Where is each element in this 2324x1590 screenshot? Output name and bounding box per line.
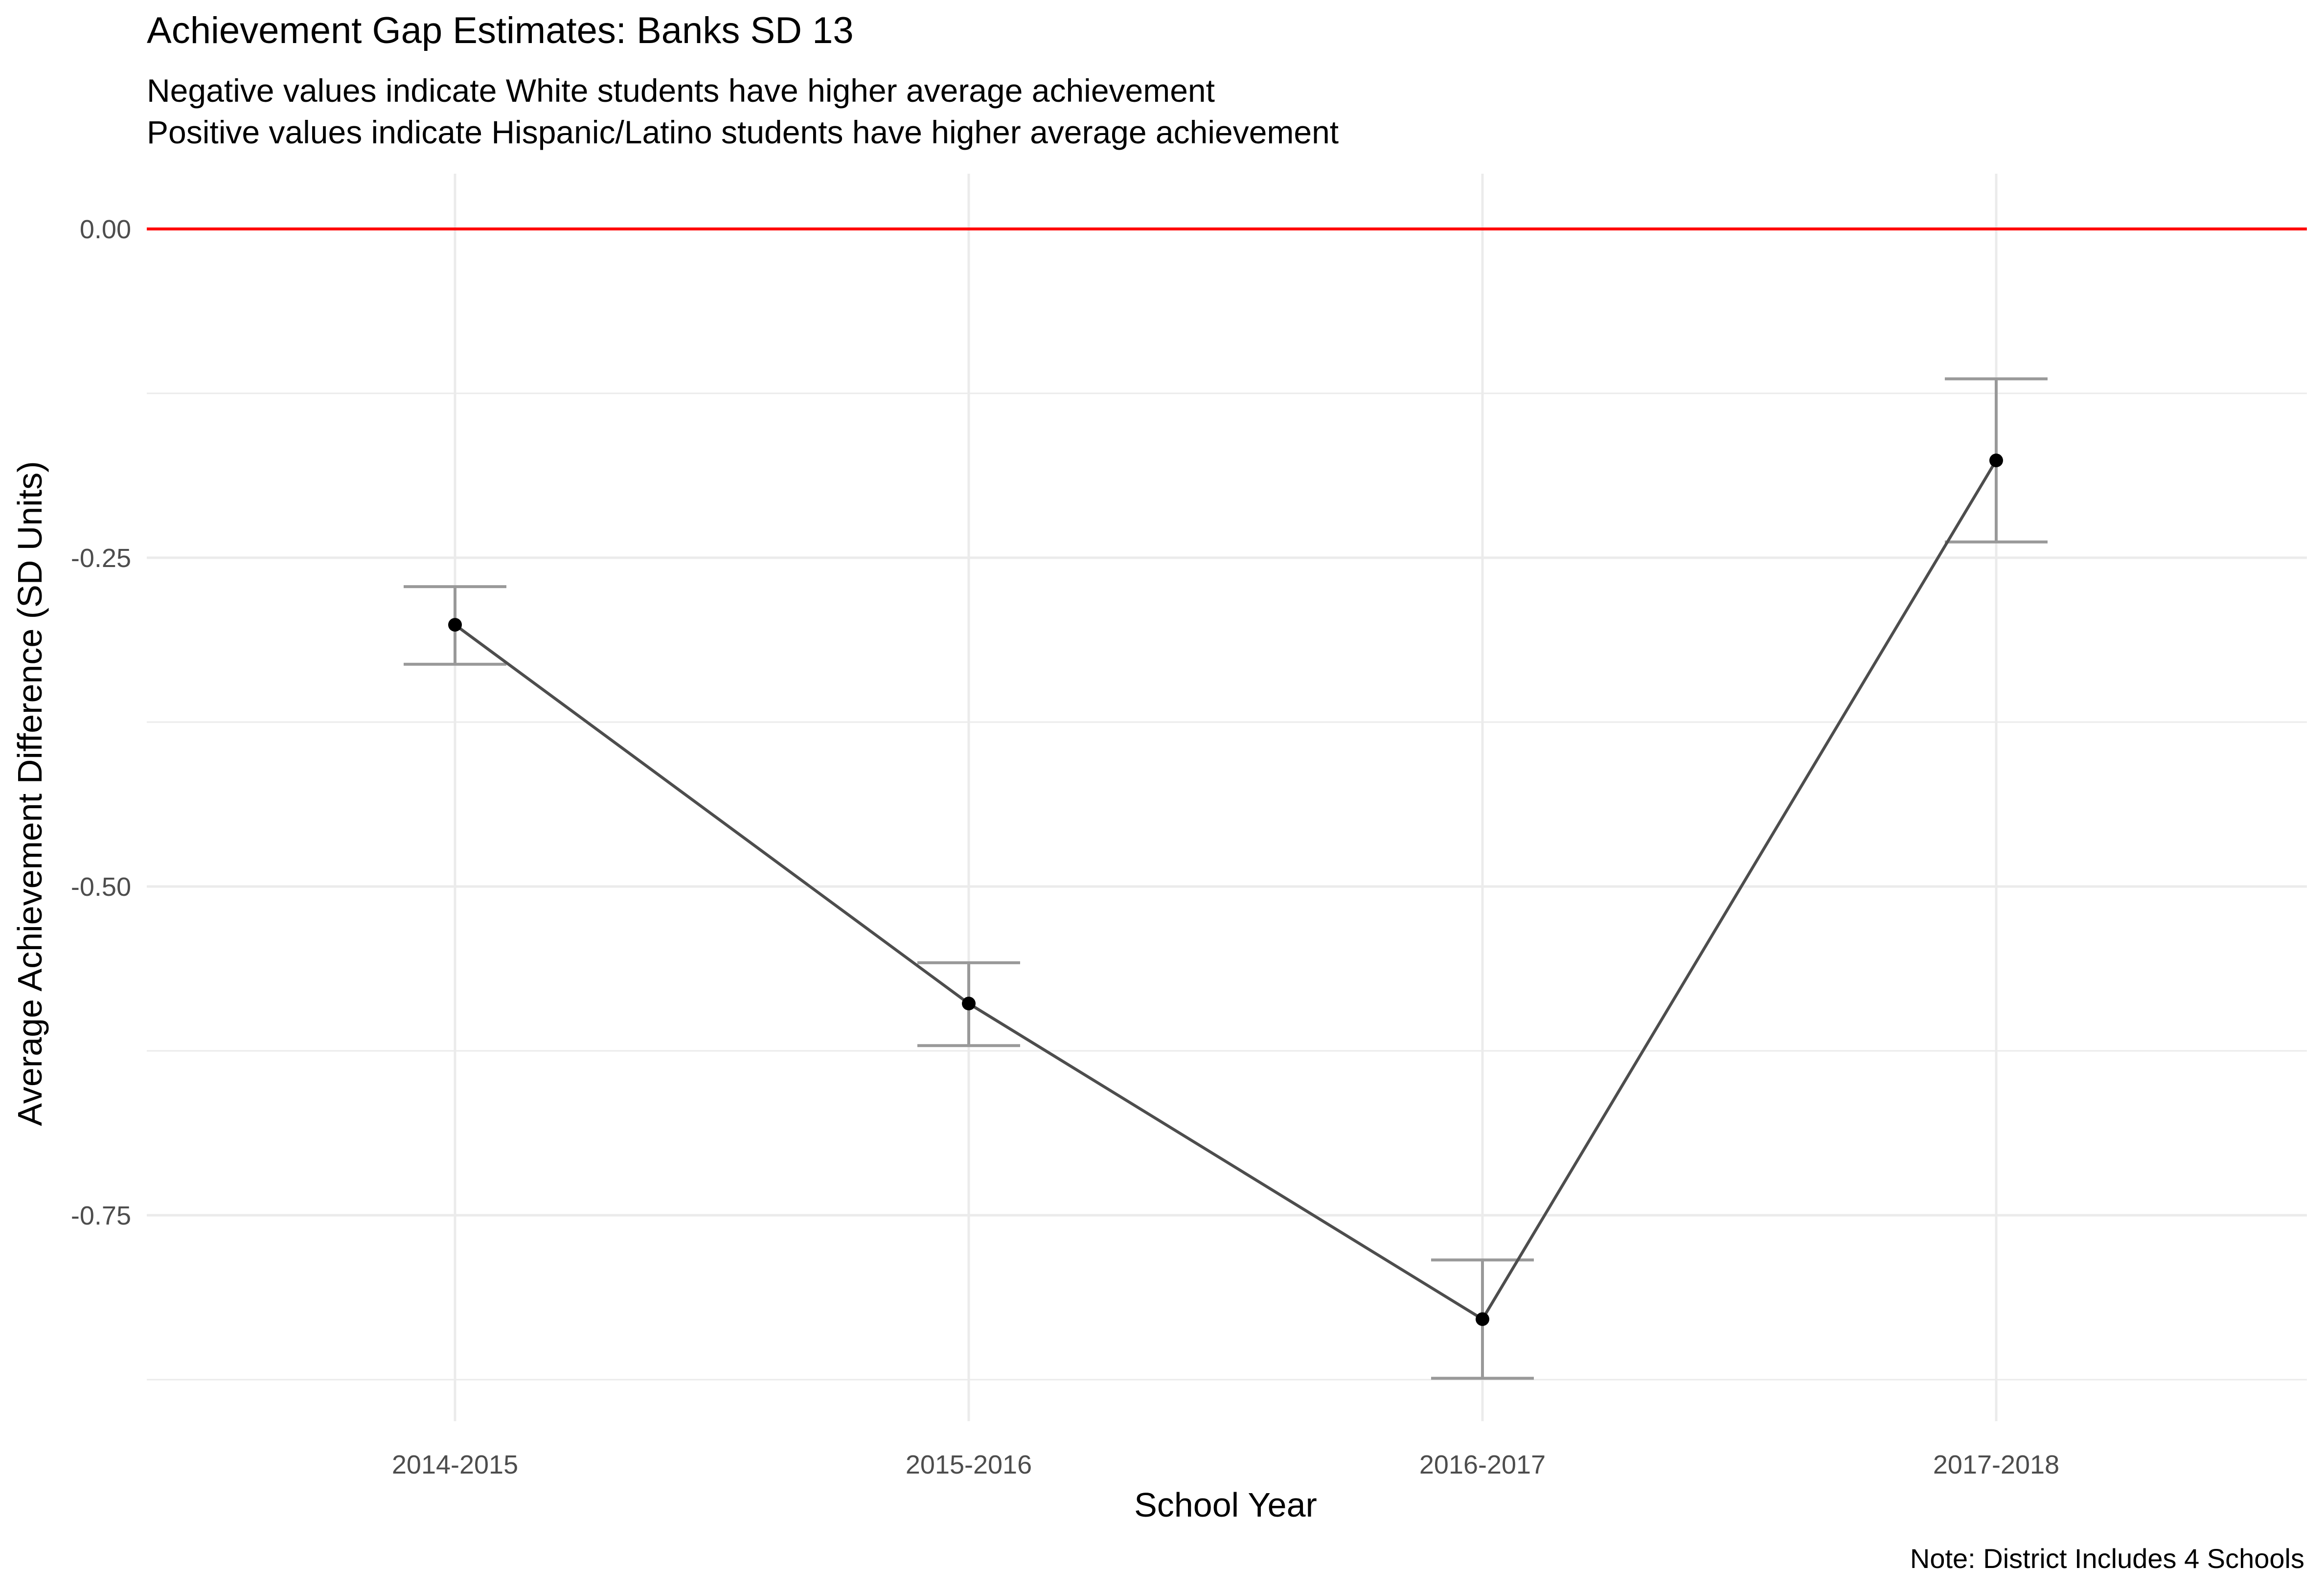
y-tick-label: -0.25: [71, 544, 131, 573]
series-line: [454, 459, 1998, 1321]
point-layer: [448, 454, 2003, 1326]
chart-subtitle-line-2: Positive values indicate Hispanic/Latino…: [147, 114, 1339, 150]
data-point: [962, 997, 976, 1011]
x-tick-label: 2014-2015: [392, 1450, 518, 1479]
y-tick-label: -0.50: [71, 872, 131, 902]
x-tick-label: 2016-2017: [1419, 1450, 1546, 1479]
x-tick-label: 2017-2018: [1933, 1450, 2059, 1479]
data-point: [1989, 454, 2003, 468]
x-tick-label: 2015-2016: [906, 1450, 1032, 1479]
chart-subtitle-line-1: Negative values indicate White students …: [147, 72, 1215, 109]
chart-title: Achievement Gap Estimates: Banks SD 13: [147, 10, 854, 51]
y-tick-label: 0.00: [80, 215, 131, 244]
errorbar-layer: [404, 377, 2048, 1380]
x-axis-label: School Year: [1134, 1486, 1317, 1524]
y-tick-label: -0.75: [71, 1201, 131, 1230]
y-axis-label: Average Achievement Difference (SD Units…: [11, 461, 49, 1126]
series-line-layer: [454, 459, 1998, 1321]
grid-layer: [147, 174, 2307, 1421]
data-point: [1476, 1312, 1489, 1326]
chart-caption: Note: District Includes 4 Schools: [1910, 1543, 2304, 1574]
data-point: [448, 618, 462, 632]
tick-label-layer: 0.00 -0.25 -0.50 -0.75 2014-2015 2015-2016 201…: [71, 215, 2059, 1479]
